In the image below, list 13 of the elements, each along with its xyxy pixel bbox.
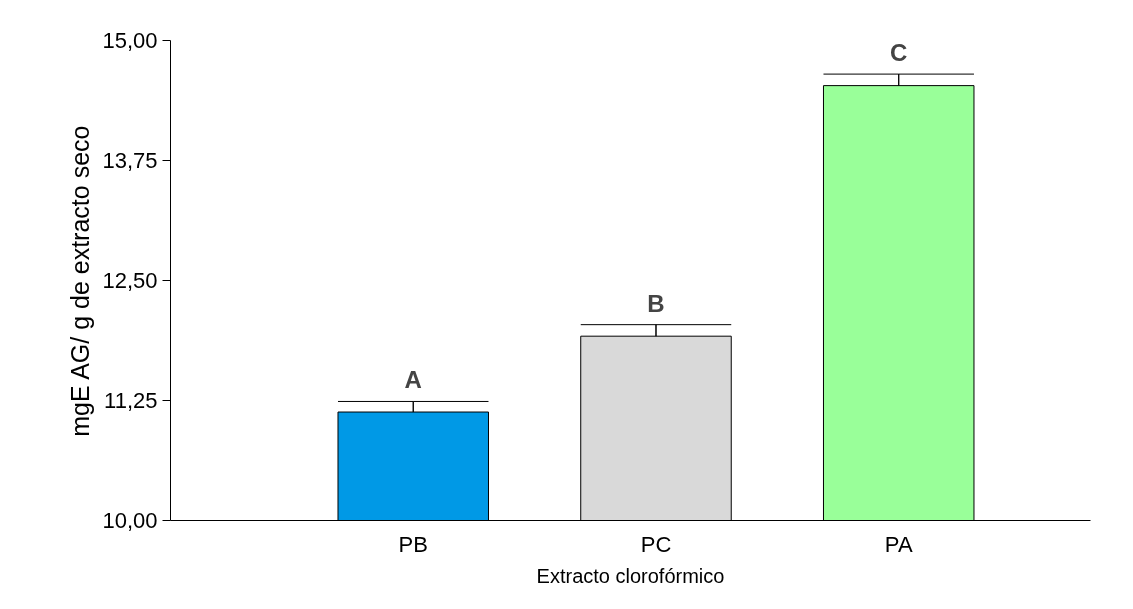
y-tick-label: 12,50 [102,268,158,293]
x-tick-label: PC [640,531,672,557]
y-tick-label: 15,00 [102,28,158,53]
x-axis-title: Extracto clorofórmico [536,564,725,587]
annotation: C [890,39,908,67]
annotation: A [404,366,422,394]
y-tick-label: 13,75 [102,148,158,173]
annotation: B [647,289,665,317]
y-tick-label: 11,25 [104,388,158,413]
x-tick-label: PB [398,531,428,557]
y-tick-label: 10,00 [102,508,158,533]
y-axis-title: mgE AG/ g de extracto seco [66,125,95,437]
x-tick-label: PA [884,531,913,557]
